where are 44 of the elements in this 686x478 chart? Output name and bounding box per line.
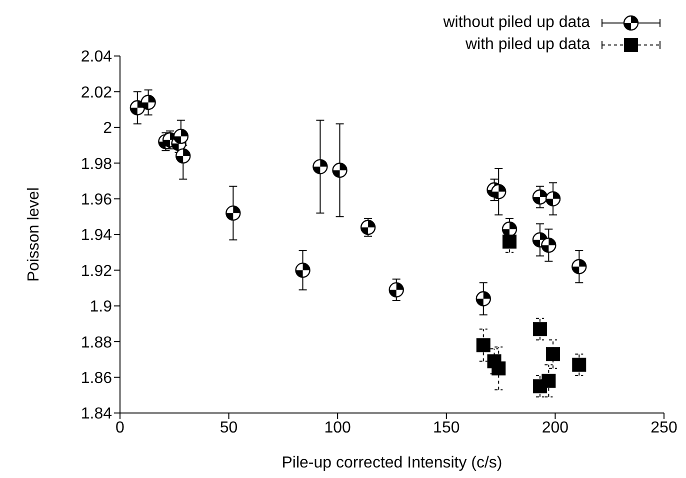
x-axis-title: Pile-up corrected Intensity (c/s) xyxy=(282,454,502,472)
point xyxy=(541,238,556,253)
point xyxy=(532,322,547,336)
point xyxy=(542,374,556,388)
point xyxy=(572,259,587,274)
point xyxy=(130,100,146,116)
y-tick-label: 1.88 xyxy=(80,334,112,352)
point xyxy=(502,234,517,249)
point xyxy=(388,282,404,298)
y-axis-title: Poisson level xyxy=(26,187,43,282)
legend-label: with piled up data xyxy=(465,36,590,54)
y-tick-label: 2.04 xyxy=(80,48,112,66)
point xyxy=(546,347,560,362)
point xyxy=(545,191,561,206)
y-tick-label: 1.96 xyxy=(80,191,112,208)
point xyxy=(476,291,491,306)
x-tick-label: 150 xyxy=(433,419,460,436)
point xyxy=(502,222,518,237)
point xyxy=(360,220,376,235)
y-tick-label: 1.9 xyxy=(90,298,112,316)
y-tick-label: 1.98 xyxy=(80,156,112,173)
y-tick-label: 1.94 xyxy=(80,227,112,244)
point xyxy=(173,128,189,144)
x-tick-label: 200 xyxy=(542,419,569,436)
x-tick-label: 250 xyxy=(650,419,678,436)
x-tick-label: 0 xyxy=(116,419,125,436)
x-tick-label: 100 xyxy=(324,419,352,436)
point xyxy=(332,162,348,178)
y-tick-label: 1.92 xyxy=(80,262,112,280)
point xyxy=(491,184,506,200)
point xyxy=(492,361,506,376)
point xyxy=(226,205,241,221)
point xyxy=(295,262,310,278)
y-tick-label: 2 xyxy=(103,120,112,138)
y-tick-label: 2.02 xyxy=(80,84,112,102)
x-tick-label: 50 xyxy=(220,419,238,436)
y-tick-label: 1.86 xyxy=(80,370,112,387)
point xyxy=(532,189,548,205)
point xyxy=(140,94,156,110)
point xyxy=(572,358,586,372)
point xyxy=(312,159,328,174)
legend-label: without piled up data xyxy=(443,14,590,32)
y-tick-label: 1.84 xyxy=(80,406,112,423)
point xyxy=(476,338,490,352)
